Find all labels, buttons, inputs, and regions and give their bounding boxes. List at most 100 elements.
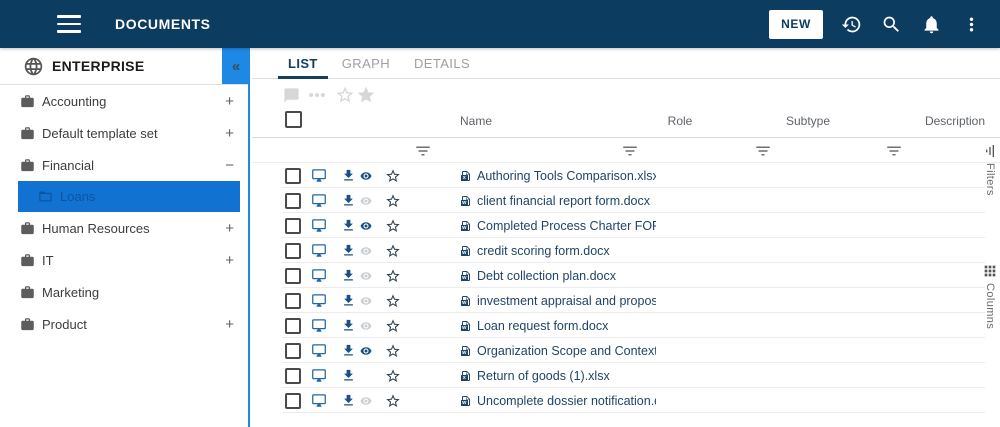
- download-icon[interactable]: [341, 343, 356, 358]
- expand-toggle[interactable]: +: [225, 124, 234, 142]
- new-button[interactable]: NEW: [769, 9, 823, 39]
- more-dots-icon[interactable]: [307, 85, 327, 105]
- open-preview-monitor-icon[interactable]: [310, 318, 328, 333]
- notifications-icon[interactable]: [920, 13, 943, 36]
- open-preview-monitor-icon[interactable]: [310, 368, 328, 383]
- document-link[interactable]: Completed Process Charter FORM .docx: [477, 218, 656, 233]
- sidebar-folder-item[interactable]: Product +: [0, 308, 248, 340]
- row-checkbox[interactable]: [285, 317, 301, 334]
- document-link[interactable]: Loan request form.docx: [477, 318, 609, 333]
- column-header-subtype[interactable]: Subtype: [785, 114, 831, 128]
- sidebar-folder-item[interactable]: Human Resources +: [0, 212, 248, 244]
- open-preview-monitor-icon[interactable]: [310, 168, 328, 183]
- expand-toggle[interactable]: +: [225, 315, 234, 333]
- download-icon[interactable]: [341, 368, 356, 383]
- expand-toggle[interactable]: −: [225, 156, 234, 174]
- tab-list[interactable]: LIST: [276, 48, 330, 79]
- filters-panel-toggle[interactable]: Filters: [982, 143, 998, 196]
- favorite-star-icon[interactable]: [385, 318, 401, 334]
- document-link[interactable]: investment appraisal and proposal form.d…: [477, 293, 656, 308]
- download-icon[interactable]: [341, 393, 356, 408]
- download-icon[interactable]: [341, 268, 356, 283]
- filter-icon[interactable]: [885, 142, 903, 160]
- preview-eye-icon[interactable]: [358, 220, 374, 232]
- document-link[interactable]: Return of goods (1).xlsx: [477, 368, 610, 383]
- star-outline-icon[interactable]: [335, 85, 355, 105]
- download-icon[interactable]: [341, 218, 356, 233]
- preview-eye-icon[interactable]: [358, 320, 374, 332]
- document-link[interactable]: credit scoring form.docx: [477, 243, 610, 258]
- history-icon[interactable]: [840, 13, 863, 36]
- row-checkbox[interactable]: [285, 267, 301, 284]
- preview-eye-icon[interactable]: [358, 295, 374, 307]
- column-header-name[interactable]: Name: [460, 114, 493, 128]
- sidebar-folder-item[interactable]: Default template set +: [0, 117, 248, 149]
- favorite-star-icon[interactable]: [385, 393, 401, 409]
- document-link[interactable]: Uncomplete dossier notification.docx: [477, 393, 656, 408]
- sidebar-folder-item[interactable]: Marketing: [0, 276, 248, 308]
- favorite-star-icon[interactable]: [385, 193, 401, 209]
- favorite-star-icon[interactable]: [385, 343, 401, 359]
- row-checkbox[interactable]: [285, 392, 301, 409]
- column-header-role[interactable]: Role: [667, 114, 693, 128]
- kebab-icon[interactable]: [960, 13, 983, 36]
- select-all-checkbox[interactable]: [285, 111, 302, 128]
- open-preview-monitor-icon[interactable]: [310, 218, 328, 233]
- row-checkbox[interactable]: [285, 367, 301, 384]
- open-preview-monitor-icon[interactable]: [310, 193, 328, 208]
- open-preview-monitor-icon[interactable]: [310, 343, 328, 358]
- menu-icon[interactable]: [57, 15, 81, 33]
- table-row: w Uncomplete dossier notification.docx: [252, 388, 1000, 413]
- download-icon[interactable]: [341, 168, 356, 183]
- open-preview-monitor-icon[interactable]: [310, 243, 328, 258]
- favorite-star-icon[interactable]: [385, 368, 401, 384]
- sidebar-folder-item[interactable]: IT +: [0, 244, 248, 276]
- document-link[interactable]: Authoring Tools Comparison.xlsx: [477, 168, 656, 183]
- sidebar-folder-item[interactable]: Accounting +: [0, 85, 248, 117]
- preview-eye-icon[interactable]: [358, 270, 374, 282]
- preview-eye-icon[interactable]: [358, 345, 374, 357]
- preview-eye-icon[interactable]: [358, 245, 374, 257]
- expand-toggle[interactable]: +: [225, 92, 234, 110]
- download-icon[interactable]: [341, 293, 356, 308]
- app-bar-actions: NEW: [769, 9, 1000, 39]
- row-checkbox[interactable]: [285, 217, 301, 234]
- row-checkbox[interactable]: [285, 242, 301, 259]
- collapse-sidebar-button[interactable]: «: [222, 48, 250, 84]
- row-checkbox[interactable]: [285, 342, 301, 359]
- download-icon[interactable]: [341, 193, 356, 208]
- favorite-star-icon[interactable]: [385, 168, 401, 184]
- sidebar-folder-item[interactable]: Financial −: [0, 149, 248, 181]
- row-checkbox[interactable]: [285, 292, 301, 309]
- expand-toggle[interactable]: +: [225, 219, 234, 237]
- comment-icon[interactable]: [283, 87, 300, 104]
- download-icon[interactable]: [341, 243, 356, 258]
- open-preview-monitor-icon[interactable]: [310, 268, 328, 283]
- favorite-star-icon[interactable]: [385, 243, 401, 259]
- tab-details[interactable]: DETAILS: [414, 55, 471, 71]
- star-filled-icon[interactable]: [356, 85, 376, 105]
- row-checkbox[interactable]: [285, 167, 301, 184]
- favorite-star-icon[interactable]: [385, 268, 401, 284]
- tab-graph[interactable]: GRAPH: [341, 55, 390, 71]
- filter-icon[interactable]: [414, 142, 432, 160]
- document-link[interactable]: Organization Scope and Context.docx: [477, 343, 656, 358]
- document-link[interactable]: client financial report form.docx: [477, 193, 650, 208]
- favorite-star-icon[interactable]: [385, 218, 401, 234]
- preview-eye-icon[interactable]: [358, 195, 374, 207]
- column-header-description[interactable]: Description: [924, 114, 985, 128]
- preview-eye-icon[interactable]: [358, 170, 374, 182]
- preview-eye-icon[interactable]: [358, 395, 374, 407]
- download-icon[interactable]: [341, 318, 356, 333]
- columns-panel-toggle[interactable]: Columns: [982, 263, 998, 329]
- filter-icon[interactable]: [621, 142, 639, 160]
- expand-toggle[interactable]: +: [225, 251, 234, 269]
- filter-icon[interactable]: [754, 142, 772, 160]
- search-icon[interactable]: [880, 13, 903, 36]
- favorite-star-icon[interactable]: [385, 293, 401, 309]
- open-preview-monitor-icon[interactable]: [310, 393, 328, 408]
- open-preview-monitor-icon[interactable]: [310, 293, 328, 308]
- row-checkbox[interactable]: [285, 192, 301, 209]
- sidebar-folder-item[interactable]: Loans: [18, 181, 240, 212]
- document-link[interactable]: Debt collection plan.docx: [477, 268, 616, 283]
